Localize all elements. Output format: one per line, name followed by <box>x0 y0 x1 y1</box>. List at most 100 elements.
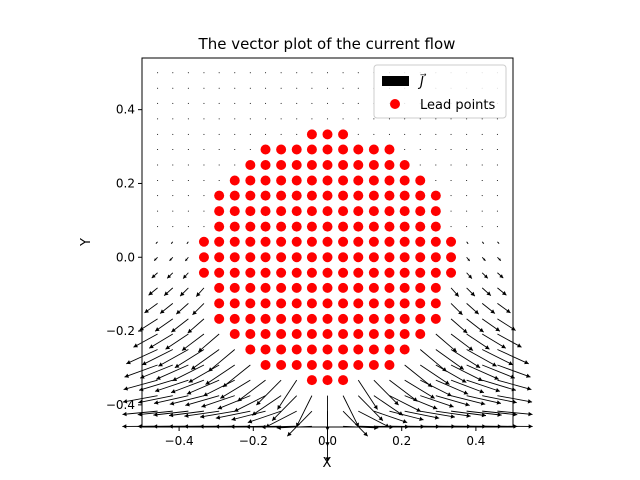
current-vector <box>172 179 174 182</box>
current-vector <box>218 118 220 120</box>
lead-point <box>276 267 287 278</box>
current-vector <box>264 102 267 104</box>
current-vector <box>357 379 378 410</box>
lead-point <box>368 190 379 201</box>
current-vector <box>466 256 471 262</box>
current-vector <box>264 72 267 74</box>
current-vector-shaft <box>342 395 360 428</box>
current-vector-shaft <box>215 410 251 419</box>
current-vector-head <box>265 423 270 428</box>
current-vector <box>208 349 236 372</box>
lead-point <box>276 144 287 155</box>
lead-point <box>260 313 271 324</box>
lead-point <box>276 190 287 201</box>
current-vector-head <box>325 457 330 462</box>
lead-point <box>229 221 240 232</box>
lead-point <box>306 267 317 278</box>
lead-point <box>446 236 457 247</box>
lead-point <box>291 360 302 371</box>
current-vector <box>435 349 465 370</box>
lead-point <box>353 175 364 186</box>
current-vector <box>184 256 189 262</box>
current-vector-head <box>172 377 178 381</box>
lead-point <box>430 190 441 201</box>
lead-point <box>384 267 395 278</box>
lead-point <box>415 175 426 186</box>
current-vector-head <box>198 347 203 352</box>
lead-point <box>306 298 317 309</box>
current-vector <box>218 133 220 135</box>
current-vector <box>124 364 158 378</box>
current-vector-head <box>220 394 225 399</box>
current-vector-head <box>468 346 474 351</box>
x-tick-label: 0.2 <box>392 434 411 448</box>
lead-point <box>322 344 333 355</box>
lead-point <box>384 221 395 232</box>
current-vector-shaft <box>435 364 467 383</box>
current-vector <box>481 148 483 151</box>
lead-point <box>415 329 426 340</box>
current-vector-shaft <box>233 395 266 412</box>
lead-point <box>338 252 349 263</box>
current-vector-head <box>181 346 187 351</box>
current-vector <box>234 164 236 166</box>
current-vector-shaft <box>137 410 173 416</box>
current-vector <box>358 410 390 428</box>
lead-point <box>291 344 302 355</box>
current-vector <box>419 133 421 135</box>
current-vector <box>185 395 220 407</box>
current-vector-head <box>498 258 501 261</box>
current-vector-shaft <box>420 410 456 418</box>
current-vector-head <box>398 411 404 416</box>
current-vector-shaft <box>420 379 452 397</box>
current-vector <box>137 410 173 417</box>
current-vector <box>218 102 220 104</box>
lead-point <box>353 236 364 247</box>
current-vector <box>203 379 235 397</box>
lead-point <box>245 313 256 324</box>
lead-point <box>368 360 379 371</box>
current-vector <box>419 148 421 151</box>
lead-point <box>338 375 349 386</box>
lead-point <box>291 236 302 247</box>
current-vector <box>450 287 460 297</box>
current-vector <box>404 410 440 420</box>
current-vector-head <box>154 400 159 405</box>
lead-point <box>384 160 395 171</box>
lead-point <box>353 160 364 171</box>
y-tick-label: 0.2 <box>116 176 135 190</box>
current-vector <box>172 210 174 212</box>
current-vector-head <box>180 291 185 297</box>
current-vector <box>144 303 158 314</box>
current-vector <box>151 272 158 279</box>
current-vector-head <box>447 392 452 397</box>
lead-point <box>229 206 240 217</box>
current-vector <box>172 195 174 197</box>
current-vector-shaft <box>188 364 220 383</box>
current-vector <box>435 133 437 135</box>
current-vector <box>357 133 359 135</box>
chart-title: The vector plot of the current flow <box>198 35 456 53</box>
current-vector <box>234 118 236 120</box>
current-vector <box>481 333 507 349</box>
lead-point <box>399 344 410 355</box>
current-vector <box>187 226 189 228</box>
lead-point <box>322 190 333 201</box>
current-vector <box>133 333 158 348</box>
current-vector <box>466 272 473 279</box>
current-vector <box>123 379 158 391</box>
current-vector-shaft <box>231 410 266 421</box>
current-vector-shaft <box>419 349 447 372</box>
lead-point <box>353 206 364 217</box>
lead-point <box>291 206 302 217</box>
current-vector <box>497 379 532 391</box>
current-vector-shaft <box>295 395 313 428</box>
lead-point <box>399 329 410 340</box>
current-vector-head <box>354 422 359 428</box>
current-vector-head <box>524 360 529 365</box>
lead-point <box>353 267 364 278</box>
current-vector <box>170 379 205 394</box>
lead-point <box>368 267 379 278</box>
lead-point <box>214 298 225 309</box>
current-vector-head <box>215 415 221 420</box>
